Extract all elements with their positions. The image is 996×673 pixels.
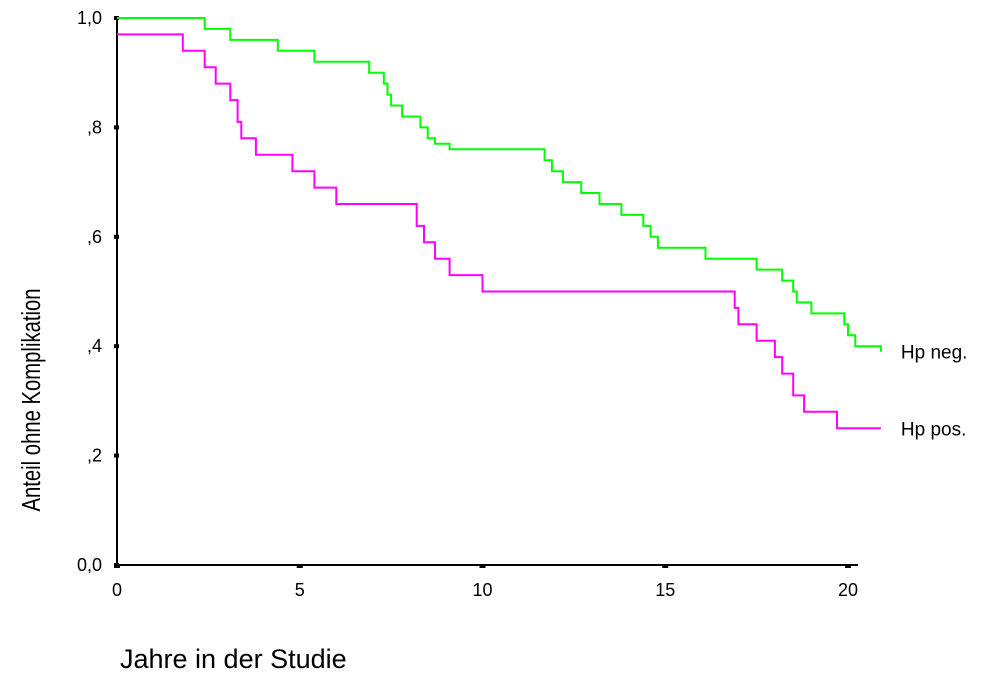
- y-tick-label: ,6: [87, 227, 102, 247]
- y-tick-label: 0,0: [77, 555, 102, 575]
- x-tick-mark: [662, 564, 669, 568]
- series-lines: Hp neg. Hp pos.: [117, 17, 968, 440]
- series-label-hp-neg: Hp neg.: [901, 343, 968, 364]
- y-axis-title: Anteil ohne Komplikation: [17, 288, 46, 511]
- y-tick-label: ,8: [87, 117, 102, 137]
- axes: [116, 18, 858, 566]
- y-tick-label: 1,0: [77, 8, 102, 28]
- y-tick-label: ,4: [87, 336, 102, 356]
- x-axis-title: Jahre in der Studie: [120, 644, 347, 673]
- series-label-hp-pos: Hp pos.: [901, 419, 966, 440]
- x-tick-label: 15: [655, 580, 675, 600]
- y-tick-mark: [114, 453, 119, 458]
- x-tick-label: 20: [838, 580, 858, 600]
- y-tick-mark: [114, 234, 119, 239]
- x-tick-mark: [845, 564, 851, 568]
- series-line-hp-neg: [117, 17, 882, 352]
- y-tick-mark: [114, 344, 119, 349]
- y-tick-mark: [114, 16, 119, 20]
- x-tick-label: 10: [472, 580, 492, 600]
- series-line-hp-pos: [117, 33, 881, 430]
- y-tick-label: ,2: [87, 446, 102, 466]
- x-tick-mark: [296, 564, 303, 568]
- x-tick-label: 5: [295, 580, 305, 600]
- y-tick-mark: [114, 125, 119, 130]
- x-tick-label: 0: [112, 580, 122, 600]
- y-tick-mark: [114, 563, 119, 567]
- x-tick-mark: [479, 564, 486, 568]
- ticks: 0 5 10 15 20 0,0 ,2 ,4 ,6 ,8 1,0: [77, 8, 858, 600]
